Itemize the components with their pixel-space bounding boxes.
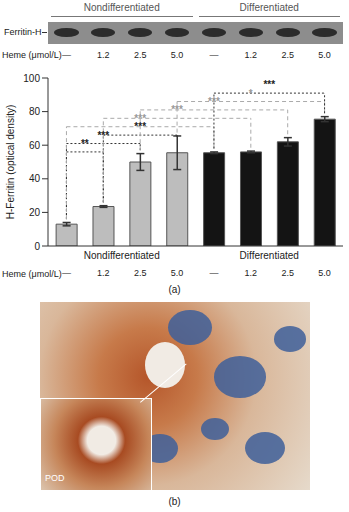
html-text:POD: POD: [45, 473, 65, 483]
svg-text:—: —: [209, 268, 218, 278]
svg-text:20: 20: [29, 207, 41, 218]
svg-text:80: 80: [29, 106, 41, 117]
svg-text:***: ***: [263, 79, 275, 90]
html-text:Nondifferentiated: Nondifferentiated: [83, 2, 160, 13]
svg-text:**: **: [81, 138, 89, 149]
svg-text:***: ***: [97, 130, 109, 141]
html-text:1.2: 1.2: [97, 50, 110, 60]
svg-text:2.5: 2.5: [281, 268, 294, 278]
svg-text:***: ***: [171, 104, 183, 115]
svg-text:1.2: 1.2: [97, 268, 110, 278]
svg-text:60: 60: [29, 140, 41, 151]
svg-text:40: 40: [29, 173, 41, 184]
html-text:Differentiated: Differentiated: [239, 250, 299, 261]
svg-text:***: ***: [134, 113, 146, 124]
html-text:Heme (μmol/L): Heme (μmol/L): [2, 269, 62, 279]
svg-text:0: 0: [34, 241, 40, 252]
html-text:Nondifferentiated: Nondifferentiated: [83, 250, 160, 261]
svg-text:100: 100: [23, 73, 40, 84]
svg-text:1.2: 1.2: [245, 268, 258, 278]
html-text:Differentiated: Differentiated: [239, 2, 299, 13]
svg-text:*: *: [249, 88, 253, 99]
html-text:(b): (b): [168, 496, 181, 507]
html-text:1.2: 1.2: [244, 50, 258, 60]
html-text:Heme (μmol/L) —: Heme (μmol/L) —: [2, 50, 71, 60]
html-text:(a): (a): [168, 284, 181, 295]
html-text:2.5: 2.5: [133, 50, 147, 60]
html-text:Ferritin-H: Ferritin-H: [4, 27, 42, 37]
html-text:2.5: 2.5: [281, 50, 294, 60]
svg-text:—: —: [62, 268, 71, 278]
html-text:5.0: 5.0: [170, 50, 184, 60]
svg-text:***: ***: [208, 96, 220, 107]
html-text:5.0: 5.0: [318, 50, 331, 60]
svg-text:2.5: 2.5: [134, 268, 147, 278]
svg-text:5.0: 5.0: [318, 268, 331, 278]
svg-text:H-Ferritin (optical density): H-Ferritin (optical density): [8, 105, 16, 219]
svg-text:5.0: 5.0: [171, 268, 184, 278]
